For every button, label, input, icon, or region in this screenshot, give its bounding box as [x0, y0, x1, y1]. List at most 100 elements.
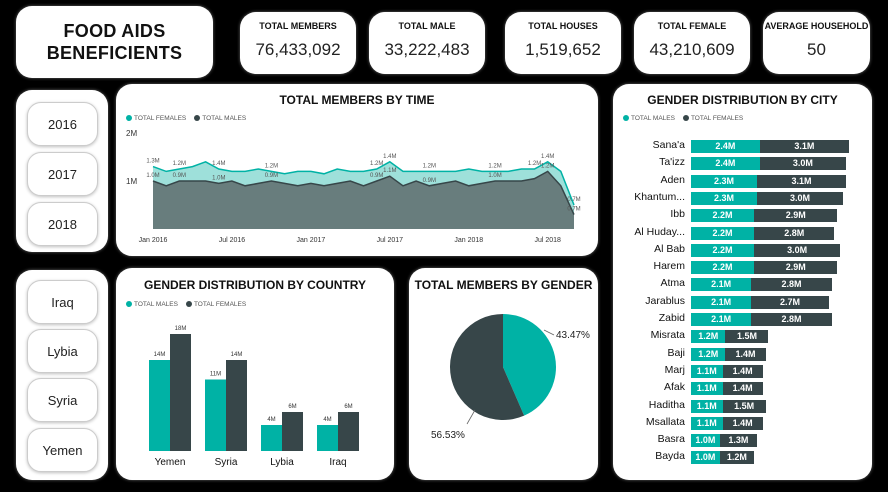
legend-item-females: TOTAL FEMALES [185, 301, 247, 308]
city-bar-males: 1.2M [691, 347, 726, 361]
x-tick-label: Yemen [155, 457, 186, 468]
city-label: Baji [667, 346, 685, 359]
kpi-total-houses: TOTAL HOUSES 1,519,652 [505, 12, 621, 74]
line-males [152, 170, 575, 215]
country-slicer-iraq[interactable]: Iraq [27, 280, 98, 324]
city-bar-males: 2.3M [691, 174, 757, 188]
bar-lybia-females [282, 412, 303, 451]
city-bar-females: 2.8M [751, 313, 832, 326]
bar-value-label: 6M [288, 404, 296, 410]
kpi-label: TOTAL FEMALE [657, 21, 727, 31]
members-by-time-card: TOTAL MEMBERS BY TIME TOTAL FEMALES TOTA… [116, 84, 598, 256]
city-bar-males: 2.2M [691, 243, 755, 257]
kpi-total-members: TOTAL MEMBERS 76,433,092 [240, 12, 356, 74]
country-bar-chart: 14M 18M Yemen 11M 14M Syria 4M 6M Lybia 4M 6M Iraq [149, 326, 359, 468]
city-label: Basra [657, 433, 685, 446]
city-label: Bayda [655, 450, 685, 463]
x-tick-label: Jul 2017 [377, 237, 404, 244]
city-bar-females: 3.0M [754, 243, 841, 257]
city-bar-females: 3.1M [757, 174, 846, 188]
gender-pie-card: TOTAL MEMBERS BY GENDER 43.47% 56.53% [409, 268, 598, 480]
city-label: Haditha [648, 398, 685, 411]
x-tick-label: Syria [215, 457, 238, 468]
city-label: Al Bab [654, 242, 685, 255]
legend-label: TOTAL FEMALES [134, 115, 187, 122]
legend-label: TOTAL MALES [631, 115, 675, 122]
city-bar-females: 2.8M [751, 278, 832, 292]
city-bar-females: 1.5M [725, 330, 769, 344]
kpi-label: TOTAL HOUSES [528, 21, 598, 31]
legend-label: TOTAL FEMALES [193, 301, 247, 308]
kpi-value: 1,519,652 [525, 40, 601, 59]
legend-item-males: TOTAL MALES [194, 115, 246, 122]
data-label: 1.0M [488, 173, 501, 179]
city-label: Harem [653, 260, 685, 273]
city-label: Ta'izz [659, 156, 685, 169]
city-chart-legend: TOTAL MALES TOTAL FEMALES [623, 115, 743, 122]
city-label: Afak [663, 381, 685, 394]
pie-label-female: 56.53% [431, 430, 465, 441]
city-bar-males: 2.2M [691, 226, 755, 240]
city-chart-card: GENDER DISTRIBUTION BY CITY TOTAL MALES … [613, 84, 872, 480]
city-bar-males: 2.2M [691, 209, 755, 223]
kpi-value: 50 [807, 40, 826, 59]
dashboard-title-card: FOOD AIDS BENEFICIENTS [16, 6, 213, 78]
x-tick-label: Lybia [270, 457, 294, 468]
y-tick-label: 2M [126, 129, 137, 138]
city-bar-males: 2.1M [691, 278, 752, 292]
city-bar-females: 2.9M [754, 261, 838, 275]
data-label: 1.0M [212, 175, 225, 181]
city-bar-males: 1.0M [691, 451, 720, 465]
data-label: 0.9M [370, 173, 383, 179]
country-chart-legend: TOTAL MALES TOTAL FEMALES [126, 301, 246, 308]
city-label: Misrata [650, 329, 685, 342]
bar-iraq-females [338, 412, 359, 451]
pie-leader-line [466, 409, 476, 425]
bar-value-label: 4M [323, 417, 331, 423]
bar-value-label: 18M [175, 326, 187, 332]
city-bar-males: 1.1M [691, 364, 723, 378]
city-bar-females: 1.3M [719, 434, 757, 448]
x-tick-label: Jan 2017 [296, 237, 325, 244]
data-label: 1.2M [370, 161, 383, 167]
y-tick-label: 1M [126, 177, 137, 186]
bar-syria-males [205, 379, 226, 451]
pie-label-male: 43.47% [556, 330, 590, 341]
city-bar-males: 1.2M [691, 330, 726, 344]
city-bar-males: 2.4M [691, 157, 760, 171]
members-by-time-title: TOTAL MEMBERS BY TIME [279, 93, 435, 107]
kpi-label: AVERAGE HOUSEHOLD [764, 21, 869, 31]
bar-iraq-males [317, 425, 338, 451]
city-bar-females: 3.1M [759, 140, 849, 153]
city-bar-males: 1.0M [691, 434, 720, 448]
year-slicer-2016[interactable]: 2016 [27, 102, 98, 146]
year-slicer-2017[interactable]: 2017 [27, 152, 98, 196]
data-label: 1.2M [541, 163, 554, 169]
city-bar-females: 1.4M [722, 364, 763, 378]
country-slicer-yemen[interactable]: Yemen [27, 428, 98, 472]
city-bar-females: 3.0M [757, 191, 844, 205]
city-label: Sana'a [652, 139, 685, 151]
country-chart-title: GENDER DISTRIBUTION BY COUNTRY [143, 278, 366, 292]
city-label: Khantum... [634, 190, 685, 203]
data-label: 1.2M [488, 163, 501, 169]
data-label: 1.1M [383, 168, 396, 174]
year-slicer-panel: 2016 2017 2018 [16, 90, 108, 252]
legend-item-males: TOTAL MALES [623, 115, 675, 122]
kpi-average-household: AVERAGE HOUSEHOLD 50 [763, 12, 870, 74]
city-bar-females: 2.9M [754, 209, 838, 223]
dashboard-title-line2: BENEFICIENTS [46, 43, 183, 63]
pie-slice-female [449, 314, 525, 420]
city-label: Al Huday... [634, 225, 685, 238]
country-slicer-lybia[interactable]: Lybia [27, 329, 98, 373]
data-label: 0.9M [173, 173, 186, 179]
x-tick-label: Jan 2018 [454, 237, 483, 244]
year-slicer-2018[interactable]: 2018 [27, 202, 98, 246]
city-bar-males: 1.1M [691, 399, 723, 413]
country-slicer-syria[interactable]: Syria [27, 378, 98, 422]
pie-leader-line [543, 329, 555, 336]
legend-item-females: TOTAL FEMALES [682, 115, 743, 122]
city-label: Zabid [658, 312, 685, 324]
members-by-time-legend: TOTAL FEMALES TOTAL MALES [126, 115, 246, 122]
x-tick-label: Jul 2018 [534, 237, 561, 244]
